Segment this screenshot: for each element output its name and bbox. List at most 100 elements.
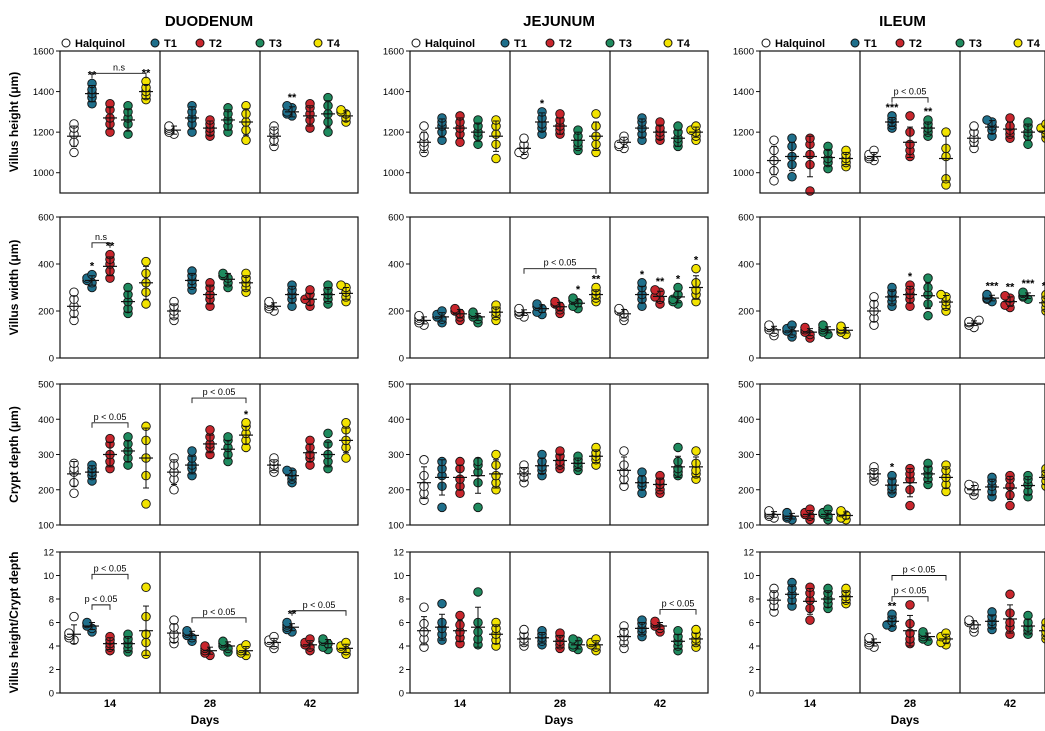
panel-plot-area: ***p < 0.05*** ** [414, 255, 703, 330]
day-group-42 [264, 280, 353, 316]
group-t3 [1021, 117, 1035, 150]
group-t1: ** [282, 609, 299, 637]
panel-frame [59, 383, 359, 526]
day-group-28: * [867, 458, 953, 511]
day-group-14 [764, 504, 853, 525]
y-tick-label: 1600 [733, 47, 754, 58]
region-title: ILEUM [879, 13, 926, 30]
group-t1: * [535, 98, 549, 139]
legend-label: T1 [164, 38, 177, 50]
bracket-line [91, 573, 129, 580]
data-point [182, 625, 192, 636]
day-group-42: p < 0.05 [617, 599, 703, 656]
y-tick-label: 6 [399, 618, 404, 629]
group-t3 [121, 282, 135, 319]
y-tick-label: 12 [43, 548, 54, 559]
legend-item-t4: T4 [663, 38, 691, 50]
data-point [905, 111, 915, 121]
group-t3 [468, 307, 485, 328]
data-point [455, 137, 465, 148]
data-point [69, 488, 79, 499]
y-tick-label: 1400 [33, 87, 54, 98]
group-t3: ** [921, 106, 935, 141]
data-point [455, 610, 465, 621]
data-point [923, 273, 933, 283]
data-point [414, 310, 424, 321]
group-t1 [532, 299, 549, 320]
bracket-label: p < 0.05 [203, 607, 236, 617]
group-t3 [921, 273, 935, 321]
group-t3 [318, 634, 335, 655]
group-t4 [489, 300, 503, 326]
y-tick-label: 200 [38, 307, 54, 318]
group-t4 [839, 145, 853, 172]
data-point [341, 453, 351, 463]
group-t4 [939, 127, 953, 190]
data-point [673, 625, 683, 636]
legend-item-t3: T3 [255, 38, 282, 50]
panel-plot-area: p < 0.05 p < 0.05 p < 0.05 ** p < 0.05 [64, 563, 353, 661]
panel-frame [59, 50, 359, 194]
group-t3 [321, 92, 335, 137]
comparison-bracket: p < 0.05 [291, 600, 347, 616]
comparison-bracket: p < 0.05 [91, 412, 129, 428]
legend-item-t4: T4 [313, 38, 341, 50]
group-t4 [336, 105, 353, 127]
group-t1 [785, 133, 799, 182]
day-group-28: * [514, 98, 603, 160]
comparison-bracket: p < 0.05 [191, 387, 247, 404]
group-halquinol [864, 145, 881, 166]
data-point [537, 449, 547, 460]
day-group-42 [964, 589, 1045, 644]
comparison-bracket: n.s [91, 62, 147, 79]
legend-marker [150, 38, 160, 48]
group-t1: * [82, 261, 99, 293]
day-group-28: ***p < 0.05 [514, 258, 603, 322]
y-tick-label: 100 [38, 521, 54, 532]
y-tick-label: 2 [399, 665, 404, 676]
comparison-bracket: p < 0.05 [523, 258, 597, 274]
data-point [691, 446, 701, 456]
group-t2: ** [103, 241, 117, 283]
group-t1: ** [282, 92, 299, 121]
group-t3 [221, 432, 235, 467]
data-point [336, 105, 346, 115]
group-halquinol [617, 446, 631, 491]
group-t4 [836, 321, 853, 340]
group-t1 [785, 577, 799, 611]
data-point [905, 500, 915, 511]
bracket-label: p < 0.05 [894, 87, 927, 97]
group-t1 [285, 280, 299, 312]
group-t1 [185, 266, 199, 295]
data-point [491, 449, 501, 460]
panel-frame [759, 383, 1045, 526]
group-t3 [918, 627, 935, 647]
y-tick-label: 8 [749, 595, 754, 606]
bracket-line [91, 72, 147, 79]
legend-marker [195, 38, 205, 48]
y-tick-label: 500 [38, 380, 54, 391]
panel-plot-area: *********** [764, 271, 1045, 343]
group-t3 [471, 456, 485, 513]
y-tick-label: 300 [738, 450, 754, 461]
group-t3 [121, 629, 135, 657]
group-t2 [203, 425, 217, 460]
significance-label: * [540, 98, 545, 110]
group-t4 [239, 101, 253, 146]
significance-label: ** [888, 600, 897, 612]
group-t4 [836, 506, 853, 525]
data-point [64, 628, 74, 638]
data-point [241, 135, 251, 146]
data-point [305, 435, 315, 446]
group-t4 [489, 115, 503, 164]
data-point [691, 624, 701, 635]
legend-item-t2: T2 [545, 38, 572, 50]
group-halquinol [767, 135, 781, 186]
panel-frame [759, 216, 1045, 359]
group-t1 [635, 467, 649, 499]
bracket-label: p < 0.05 [203, 387, 236, 397]
y-tick-label: 0 [399, 689, 404, 700]
group-halquinol [517, 460, 531, 488]
